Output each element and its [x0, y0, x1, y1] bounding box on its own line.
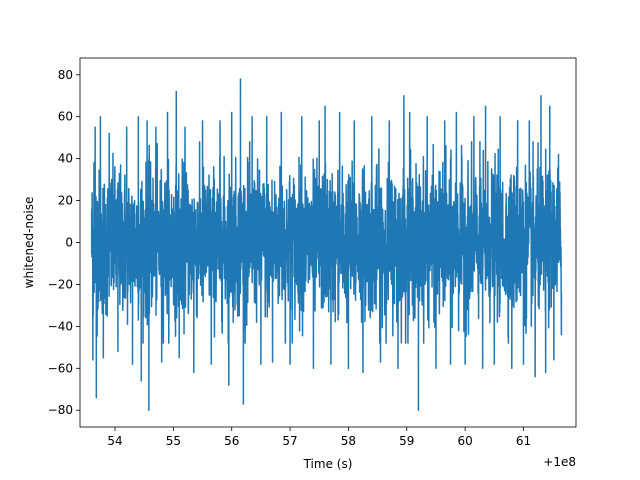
x-axis-ticks: 54 55 56 57 58 59 60 61 — [107, 427, 531, 448]
x-tick-label: 55 — [166, 434, 181, 448]
x-axis-label: Time (s) — [303, 457, 353, 471]
x-tick-label: 58 — [341, 434, 356, 448]
series-layer — [90, 78, 563, 411]
y-tick-label: 20 — [58, 194, 73, 208]
y-tick-label: 80 — [58, 68, 73, 82]
x-tick-label: 61 — [516, 434, 531, 448]
x-tick-label: 57 — [282, 434, 297, 448]
x-tick-label: 60 — [457, 434, 472, 448]
y-tick-label: 40 — [58, 152, 73, 166]
y-axis-label: whitened-noise — [22, 197, 36, 289]
y-axis-ticks: 80 60 40 20 0 −20 −40 −60 −80 — [48, 68, 80, 417]
x-tick-label: 59 — [399, 434, 414, 448]
x-axis-offset-label: +1e8 — [543, 455, 576, 469]
x-tick-label: 54 — [107, 434, 122, 448]
x-tick-label: 56 — [224, 434, 239, 448]
y-tick-label: −60 — [48, 361, 73, 375]
y-tick-label: −40 — [48, 319, 73, 333]
y-tick-label: −20 — [48, 277, 73, 291]
series-line — [90, 78, 563, 411]
y-tick-label: −80 — [48, 403, 73, 417]
y-tick-label: 0 — [65, 236, 73, 250]
y-tick-label: 60 — [58, 110, 73, 124]
